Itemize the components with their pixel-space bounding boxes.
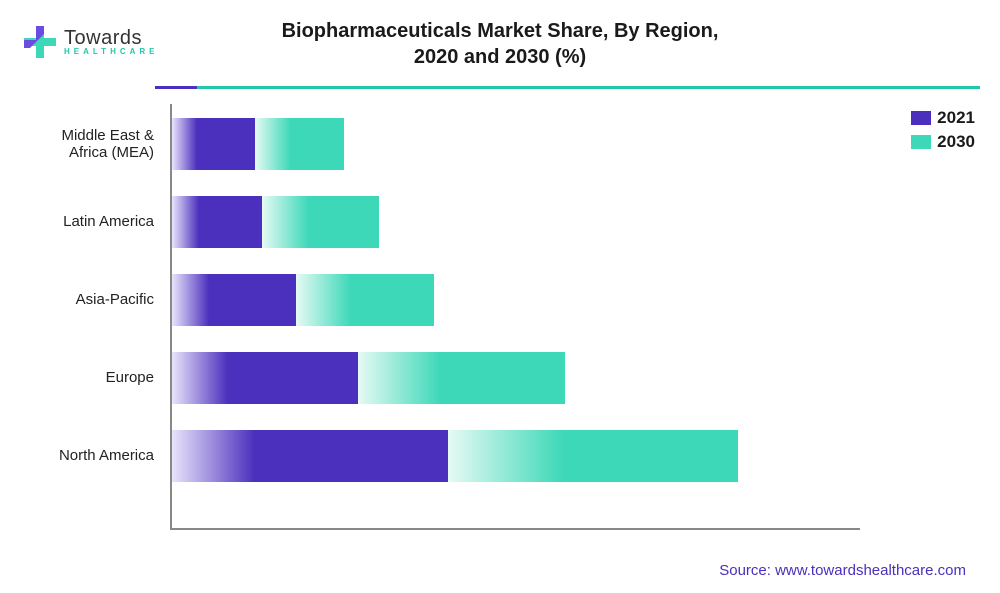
chart-legend: 2021 2030: [911, 108, 975, 156]
logo-sub: HEALTHCARE: [64, 48, 159, 56]
category-label: Latin America: [40, 213, 162, 230]
bar-series-1: [255, 118, 345, 170]
legend-item: 2030: [911, 132, 975, 152]
category-label: Asia-Pacific: [40, 291, 162, 308]
bar-series-1: [262, 196, 379, 248]
chart-title: Biopharmaceuticals Market Share, By Regi…: [200, 18, 800, 70]
category-label: Middle East & Africa (MEA): [40, 127, 162, 162]
category-label: North America: [40, 447, 162, 464]
brand-logo: Towards HEALTHCARE: [22, 24, 159, 60]
legend-label: 2030: [937, 132, 975, 152]
bar-series-1: [448, 430, 738, 482]
bar-series-0: [172, 430, 448, 482]
logo-text: Towards HEALTHCARE: [64, 28, 159, 56]
plus-icon: [22, 24, 58, 60]
x-axis: [170, 528, 860, 530]
bar-chart: Middle East & Africa (MEA) Latin America A…: [40, 110, 860, 550]
title-line-1: Biopharmaceuticals Market Share, By Regi…: [282, 20, 719, 42]
bar-series-0: [172, 352, 358, 404]
bar-series-0: [172, 196, 262, 248]
legend-swatch-2030: [911, 135, 931, 149]
legend-swatch-2021: [911, 111, 931, 125]
chart-row: Middle East & Africa (MEA): [40, 118, 860, 170]
bar-series-1: [296, 274, 434, 326]
bar-series-1: [358, 352, 565, 404]
bar-series-0: [172, 118, 255, 170]
bar-series-0: [172, 274, 296, 326]
chart-row: Asia-Pacific: [40, 274, 860, 326]
source-attribution: Source: www.towardshealthcare.com: [719, 562, 966, 579]
chart-row: Europe: [40, 352, 860, 404]
divider-accent: [155, 86, 197, 89]
legend-label: 2021: [937, 108, 975, 128]
chart-row: Latin America: [40, 196, 860, 248]
legend-item: 2021: [911, 108, 975, 128]
divider-main: [197, 86, 980, 89]
title-divider: [155, 86, 980, 89]
title-line-2: 2020 and 2030 (%): [414, 46, 586, 68]
chart-row: North America: [40, 430, 860, 482]
category-label: Europe: [40, 369, 162, 386]
logo-main: Towards: [64, 28, 159, 48]
